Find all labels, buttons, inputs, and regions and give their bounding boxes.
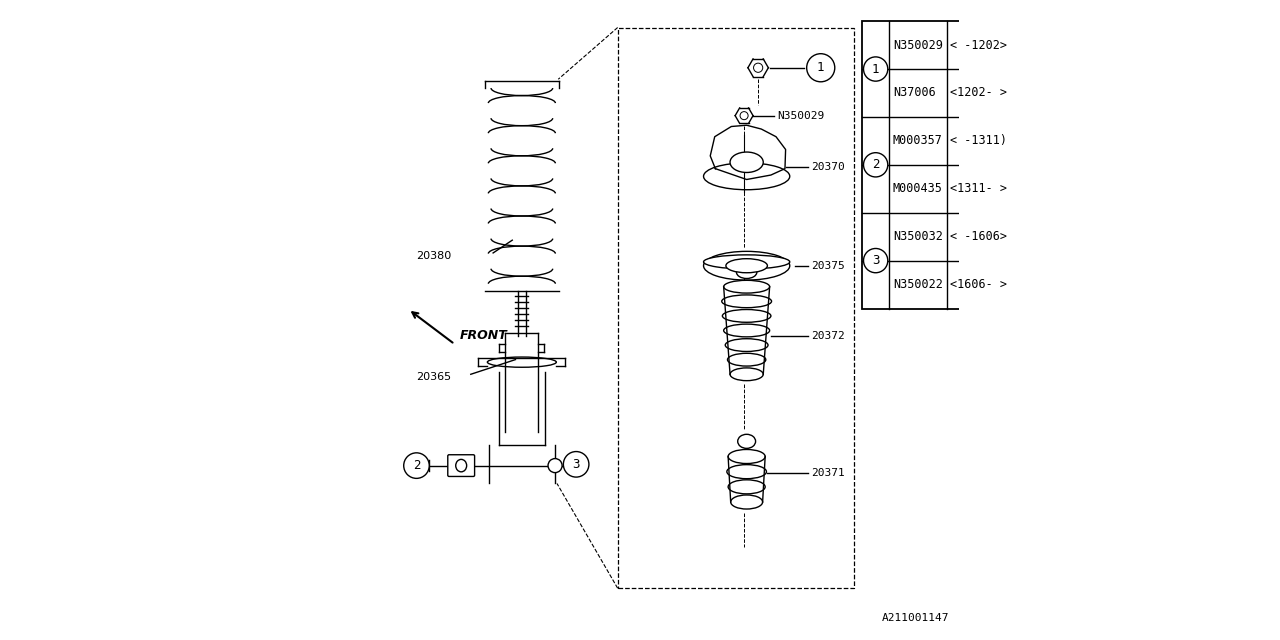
Ellipse shape [456,460,467,472]
Text: 20371: 20371 [812,468,845,478]
Ellipse shape [726,339,768,351]
Ellipse shape [736,266,756,278]
Bar [863,21,998,308]
Text: 1: 1 [872,63,879,76]
Text: N350022: N350022 [893,278,943,291]
Circle shape [563,452,589,477]
Ellipse shape [488,357,557,367]
Circle shape [864,248,888,273]
Text: < -1202>: < -1202> [950,38,1007,52]
Circle shape [740,111,748,120]
Text: 3: 3 [572,458,580,471]
Text: M000357: M000357 [893,134,943,147]
Text: FRONT: FRONT [460,329,507,342]
Text: A211001147: A211001147 [882,613,950,623]
Text: 2: 2 [872,158,879,172]
Ellipse shape [727,353,765,366]
Text: 3: 3 [872,254,879,267]
Text: N350029: N350029 [777,111,824,121]
Text: <1202- >: <1202- > [950,86,1007,99]
Ellipse shape [731,495,763,509]
Ellipse shape [704,255,790,269]
Ellipse shape [730,152,763,173]
Circle shape [403,453,429,478]
Ellipse shape [727,465,767,479]
Text: < -1311): < -1311) [950,134,1007,147]
Bar [618,28,854,588]
Circle shape [754,63,763,72]
Text: M000435: M000435 [893,182,943,195]
Text: N37006: N37006 [893,86,936,99]
Text: 2: 2 [412,459,420,472]
Ellipse shape [722,310,771,323]
Text: N350029: N350029 [893,38,943,52]
Text: 1: 1 [817,61,824,74]
Circle shape [806,54,835,82]
Ellipse shape [728,449,765,463]
Circle shape [864,57,888,81]
Text: <1311- >: <1311- > [950,182,1007,195]
Ellipse shape [728,480,765,494]
Ellipse shape [726,259,768,273]
Text: N350032: N350032 [893,230,943,243]
Text: 20372: 20372 [812,331,845,341]
Ellipse shape [704,252,790,280]
Text: 20375: 20375 [812,260,845,271]
Ellipse shape [737,435,755,449]
FancyBboxPatch shape [448,455,475,476]
Text: 20380: 20380 [416,251,452,261]
Circle shape [548,459,562,472]
Ellipse shape [723,280,769,293]
Text: 20370: 20370 [812,162,845,172]
Text: 20365: 20365 [416,372,452,383]
Ellipse shape [722,295,772,308]
Text: < -1606>: < -1606> [950,230,1007,243]
Ellipse shape [723,324,769,337]
Ellipse shape [704,163,790,189]
Ellipse shape [730,368,763,381]
Text: <1606- >: <1606- > [950,278,1007,291]
Circle shape [864,153,888,177]
